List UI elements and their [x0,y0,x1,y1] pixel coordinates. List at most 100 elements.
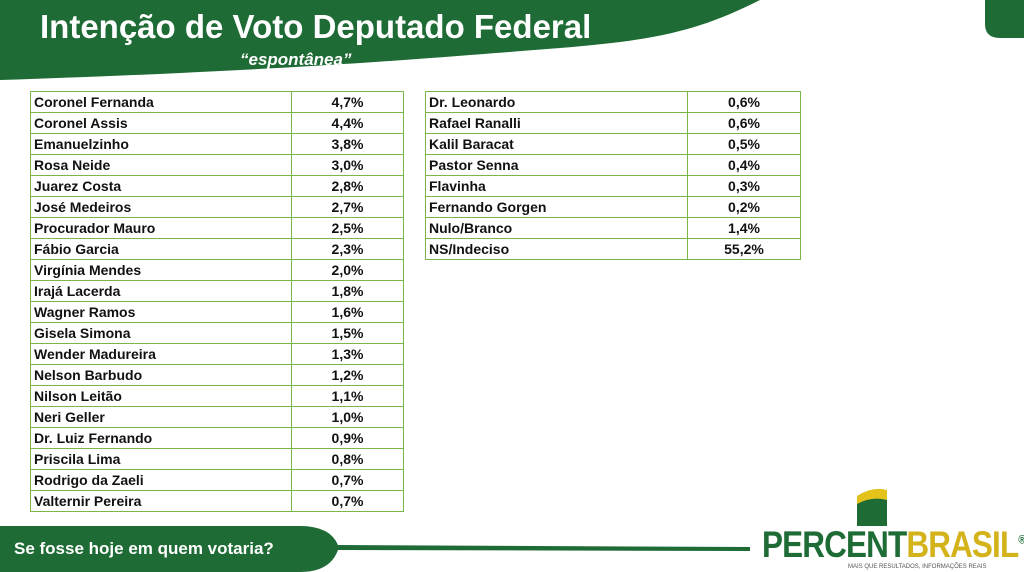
table-row: Rodrigo da Zaeli 0,7% [30,469,404,491]
table-row: Dr. Luiz Fernando 0,9% [30,427,404,449]
name-cell: Wender Madureira [30,343,292,365]
percent-cell: 2,0% [291,259,404,281]
name-cell: Kalil Baracat [425,133,688,155]
name-cell: Emanuelzinho [30,133,292,155]
table-row: Dr. Leonardo 0,6% [425,91,801,113]
name-cell: Wagner Ramos [30,301,292,323]
name-cell: Valternir Pereira [30,490,292,512]
table-row: Rafael Ranalli 0,6% [425,112,801,134]
percent-cell: 1,0% [291,406,404,428]
table-row: Fernando Gorgen 0,2% [425,196,801,218]
percent-cell: 0,6% [687,91,801,113]
percent-cell: 1,8% [291,280,404,302]
percent-cell: 2,3% [291,238,404,260]
name-cell: Virgínia Mendes [30,259,292,281]
name-cell: Fernando Gorgen [425,196,688,218]
logo: PERCENTBRASIL® [762,524,1024,566]
results-table: Dr. Leonardo 0,6% Rafael Ranalli 0,6% Kalil … [425,91,801,260]
percent-cell: 4,7% [291,91,404,113]
logo-part: PERCENT [762,524,907,565]
name-cell: Procurador Mauro [30,217,292,239]
percent-cell: 0,4% [687,154,801,176]
table-row: Flavinha 0,3% [425,175,801,197]
table-row: Fábio Garcia 2,3% [30,238,404,260]
percent-cell: 3,0% [291,154,404,176]
table-row: Pastor Senna 0,4% [425,154,801,176]
name-cell: Nulo/Branco [425,217,688,239]
percent-cell: 0,2% [687,196,801,218]
percent-cell: 0,7% [291,490,404,512]
table-row: Nilson Leitão 1,1% [30,385,404,407]
table-row: Juarez Costa 2,8% [30,175,404,197]
percent-cell: 55,2% [687,238,801,260]
name-cell: NS/Indeciso [425,238,688,260]
percent-cell: 1,4% [687,217,801,239]
percent-cell: 1,5% [291,322,404,344]
table-row: Wagner Ramos 1,6% [30,301,404,323]
percent-cell: 2,5% [291,217,404,239]
percent-cell: 3,8% [291,133,404,155]
name-cell: Rodrigo da Zaeli [30,469,292,491]
table-row: José Medeiros 2,7% [30,196,404,218]
percent-cell: 0,6% [687,112,801,134]
table-row: Irajá Lacerda 1,8% [30,280,404,302]
table-row: Gisela Simona 1,5% [30,322,404,344]
percent-cell: 0,8% [291,448,404,470]
name-cell: Nilson Leitão [30,385,292,407]
percent-cell: 0,9% [291,427,404,449]
table-row: Kalil Baracat 0,5% [425,133,801,155]
percent-cell: 0,3% [687,175,801,197]
percent-cell: 0,5% [687,133,801,155]
logo-tagline: MAIS QUE RESULTADOS, INFORMAÇÕES REAIS [848,564,987,570]
name-cell: Rosa Neide [30,154,292,176]
footer-band [0,526,750,572]
subtitle: “espontânea” [240,50,352,69]
percent-cell: 0,7% [291,469,404,491]
name-cell: Coronel Assis [30,112,292,134]
percent-cell: 2,8% [291,175,404,197]
percent-cell: 1,1% [291,385,404,407]
percent-cell: 1,2% [291,364,404,386]
percent-cell: 1,6% [291,301,404,323]
table-row: Valternir Pereira 0,7% [30,490,404,512]
name-cell: Coronel Fernanda [30,91,292,113]
results-table: Coronel Fernanda 4,7% Coronel Assis 4,4% Ema… [30,91,404,512]
name-cell: Dr. Leonardo [425,91,688,113]
logo-icon-top [857,488,887,504]
table-row: Procurador Mauro 2,5% [30,217,404,239]
name-cell: Pastor Senna [425,154,688,176]
table-row: Priscila Lima 0,8% [30,448,404,470]
name-cell: Irajá Lacerda [30,280,292,302]
table-row: NS/Indeciso 55,2% [425,238,801,260]
percent-cell: 1,3% [291,343,404,365]
table-row: Emanuelzinho 3,8% [30,133,404,155]
name-cell: Gisela Simona [30,322,292,344]
table-row: Neri Geller 1,0% [30,406,404,428]
table-row: Coronel Fernanda 4,7% [30,91,404,113]
name-cell: Neri Geller [30,406,292,428]
table-row: Nelson Barbudo 1,2% [30,364,404,386]
table-row: Nulo/Branco 1,4% [425,217,801,239]
table-row: Rosa Neide 3,0% [30,154,404,176]
name-cell: Nelson Barbudo [30,364,292,386]
logo-part: BRASIL [906,524,1019,565]
table-row: Coronel Assis 4,4% [30,112,404,134]
title: Intenção de Voto Deputado Federal [40,8,592,45]
name-cell: Dr. Luiz Fernando [30,427,292,449]
name-cell: José Medeiros [30,196,292,218]
footer-question: Se fosse hoje em quem votaria? [14,539,274,558]
percent-cell: 4,4% [291,112,404,134]
name-cell: Rafael Ranalli [425,112,688,134]
header-band [0,0,760,80]
name-cell: Priscila Lima [30,448,292,470]
name-cell: Flavinha [425,175,688,197]
table-row: Wender Madureira 1,3% [30,343,404,365]
name-cell: Juarez Costa [30,175,292,197]
logo-mark: ® [1018,533,1024,547]
table-row: Virgínia Mendes 2,0% [30,259,404,281]
name-cell: Fábio Garcia [30,238,292,260]
corner-shape [985,0,1024,38]
percent-cell: 2,7% [291,196,404,218]
